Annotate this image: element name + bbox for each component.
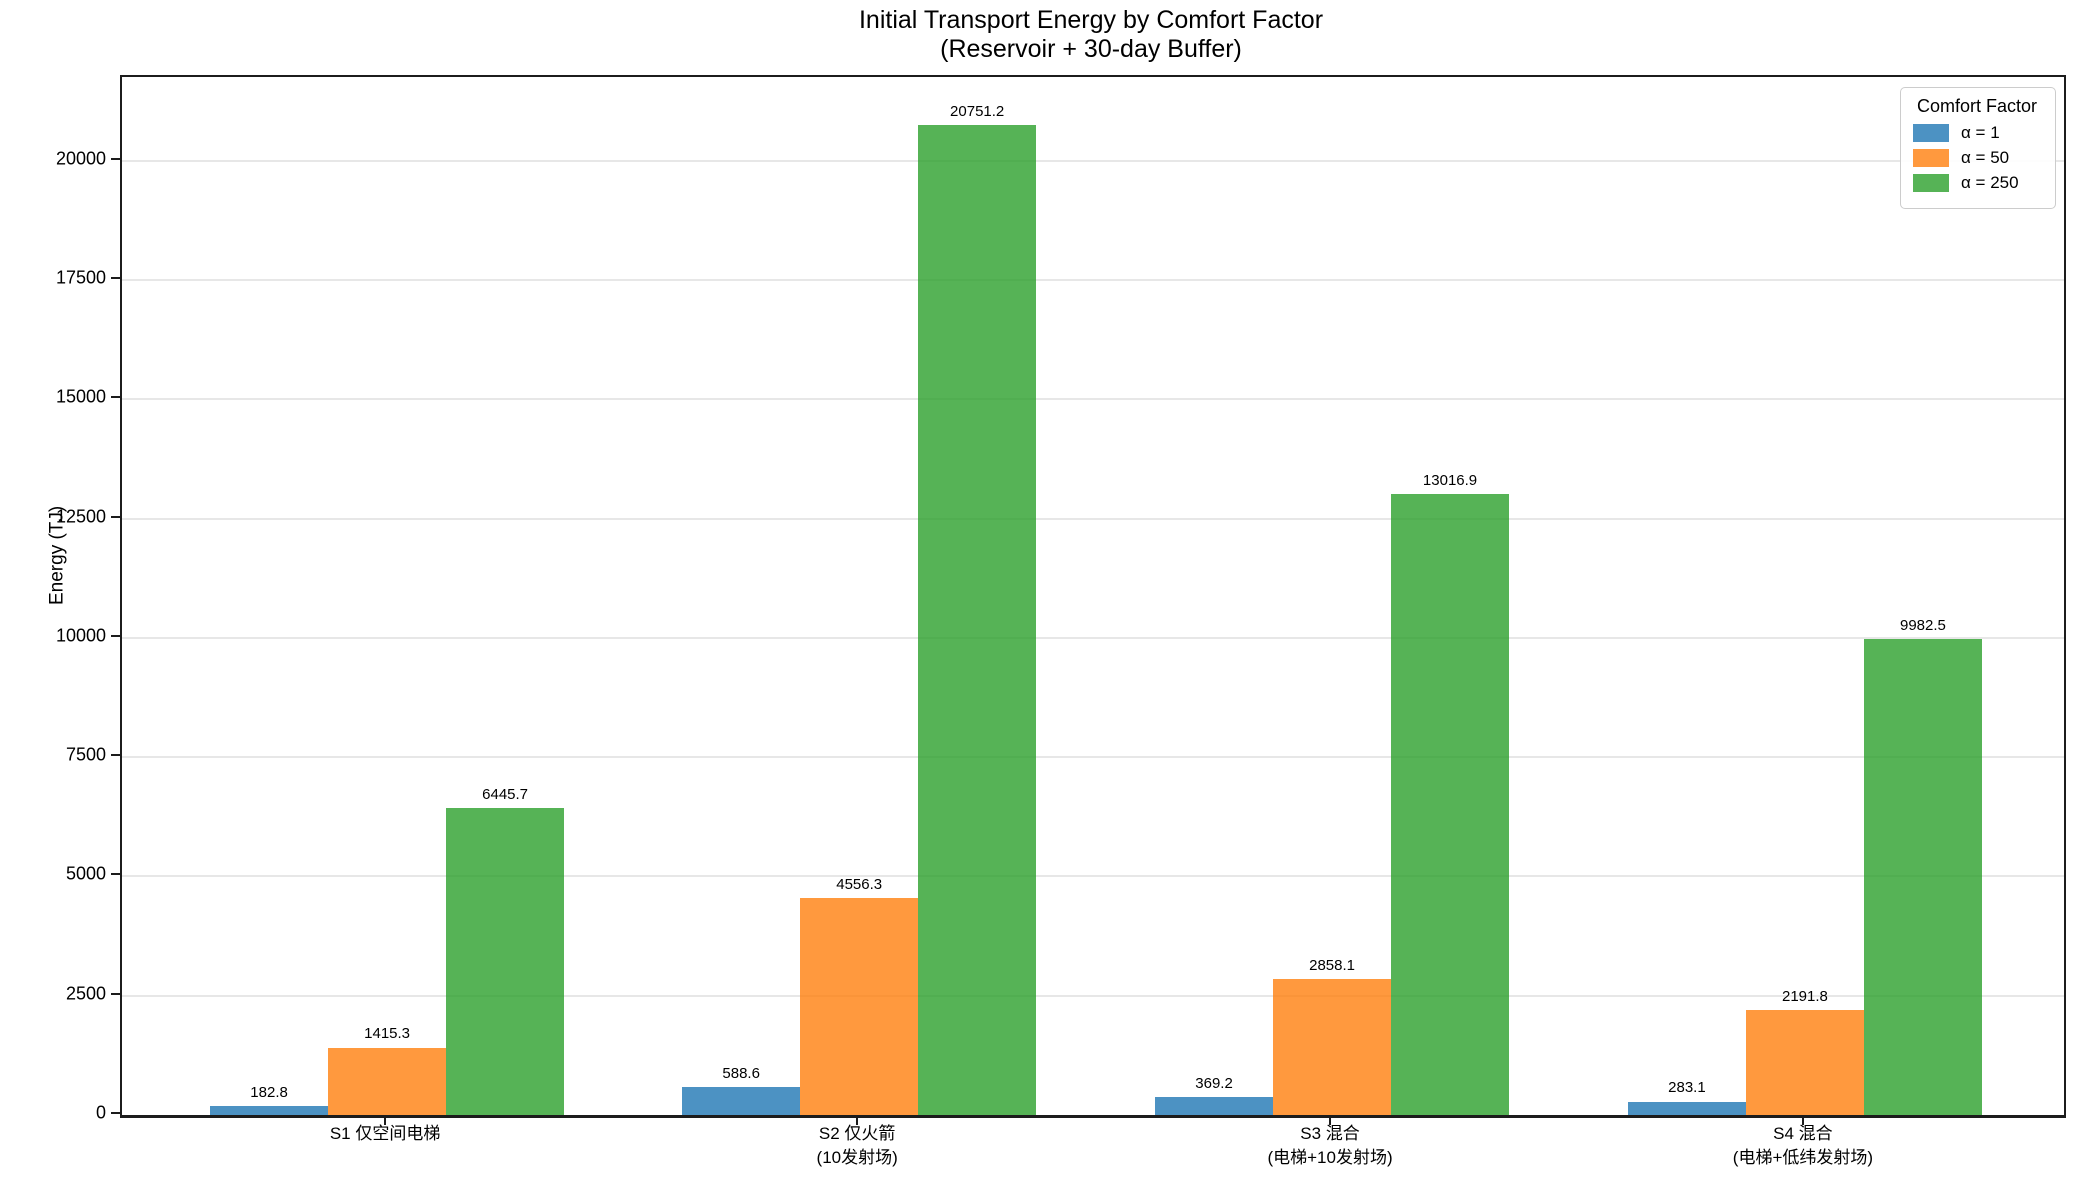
gridline: [122, 756, 2064, 759]
y-tick-label: 17500: [55, 267, 106, 288]
gridline: [122, 159, 2064, 162]
x-tick-mark: [1801, 1116, 1804, 1125]
x-category-line: (10发射场): [816, 1148, 898, 1167]
bar-α=250-cat4: [1863, 638, 1982, 1115]
y-tick-label: 2500: [65, 983, 106, 1004]
bar-α=50-cat2: [800, 897, 919, 1115]
legend-entry-label: α = 50: [1961, 148, 2010, 167]
x-tick-mark: [856, 1116, 859, 1125]
bar-value-label: 182.8: [250, 1084, 288, 1102]
bar-value-label: 20751.2: [950, 103, 1005, 121]
bar-value-label: 2858.1: [1309, 956, 1355, 974]
chart-title-line2: (Reservoir + 30-day Buffer): [940, 35, 1242, 63]
chart-title: Initial Transport Energy by Comfort Fact…: [120, 6, 2062, 64]
y-tick-label: 10000: [55, 625, 106, 646]
bar-value-label: 13016.9: [1422, 472, 1478, 490]
legend-entry: α = 1: [1913, 123, 2041, 143]
legend-swatch-icon: [1913, 149, 1949, 167]
bar-value-label: 588.6: [722, 1064, 760, 1082]
bar-α=1-cat2: [682, 1086, 801, 1115]
x-tick-mark: [384, 1116, 387, 1125]
x-category-label: S1 仅空间电梯: [330, 1122, 441, 1146]
y-tick-mark: [111, 754, 120, 757]
x-category-line: (电梯+10发射场): [1267, 1148, 1393, 1167]
bar-value-label: 1415.3: [364, 1025, 411, 1043]
bar-value-label: 4556.3: [836, 875, 883, 893]
y-tick-mark: [111, 157, 120, 160]
gridline: [122, 517, 2064, 520]
plot-area: Comfort Factor α = 1 α = 50 α = 250 182.8 5…: [120, 75, 2066, 1118]
x-category-label: S2 仅火箭 (10发射场): [817, 1122, 898, 1170]
x-category-line: S2 仅火箭: [818, 1124, 896, 1143]
legend-entry: α = 50: [1913, 148, 2041, 168]
legend-entry-label: α = 1: [1961, 123, 2000, 142]
gridline: [122, 875, 2064, 878]
bar-value-label: 283.1: [1668, 1079, 1706, 1097]
x-category-line: S3 混合: [1300, 1124, 1360, 1143]
x-tick-mark: [1329, 1116, 1332, 1125]
y-tick-mark: [111, 634, 120, 637]
x-category-label: S4 混合 (电梯+低纬发射场): [1733, 1122, 1873, 1170]
y-tick-label: 20000: [55, 148, 106, 169]
legend: Comfort Factor α = 1 α = 50 α = 250: [1900, 87, 2056, 209]
bar-α=1-cat3: [1155, 1097, 1274, 1115]
y-tick-label: 15000: [55, 386, 106, 407]
x-category-line: S4 混合: [1773, 1124, 1833, 1143]
legend-swatch-icon: [1913, 124, 1949, 142]
bar-α=1-cat1: [210, 1106, 329, 1115]
y-tick-mark: [111, 277, 120, 280]
bar-α=50-cat4: [1745, 1010, 1864, 1115]
chart-title-line1: Initial Transport Energy by Comfort Fact…: [858, 6, 1324, 34]
y-tick-label: 0: [95, 1102, 106, 1123]
x-category-label: S3 混合 (电梯+10发射场): [1267, 1122, 1392, 1170]
gridline: [122, 636, 2064, 639]
bar-α=250-cat2: [918, 125, 1037, 1115]
y-tick-mark: [111, 515, 120, 518]
legend-entries: α = 1 α = 50 α = 250: [1913, 123, 2041, 193]
gridline: [122, 398, 2064, 401]
x-category-line: (电梯+低纬发射场): [1732, 1148, 1874, 1167]
y-tick-label: 5000: [65, 863, 106, 884]
bar-value-label: 6445.7: [482, 785, 529, 803]
legend-entry-label: α = 250: [1961, 173, 2019, 192]
bar-value-label: 9982.5: [1899, 616, 1946, 634]
bar-α=50-cat3: [1273, 978, 1392, 1115]
y-tick-label: 12500: [55, 506, 106, 527]
y-tick-mark: [111, 396, 120, 399]
x-category-line: S1 仅空间电梯: [329, 1124, 441, 1143]
legend-entry: α = 250: [1913, 173, 2041, 193]
y-tick-label: 7500: [65, 744, 106, 765]
legend-swatch-icon: [1913, 174, 1949, 192]
gridline: [122, 994, 2064, 997]
bar-α=250-cat1: [446, 807, 565, 1115]
bar-value-label: 369.2: [1195, 1075, 1233, 1093]
bar-α=50-cat1: [328, 1047, 447, 1115]
y-tick-mark: [111, 873, 120, 876]
y-tick-mark: [111, 1112, 120, 1114]
bar-α=1-cat4: [1627, 1101, 1746, 1115]
y-tick-mark: [111, 992, 120, 995]
legend-title: Comfort Factor: [1916, 96, 2038, 116]
bar-value-label: 2191.8: [1781, 988, 1828, 1006]
bar-α=250-cat3: [1391, 494, 1510, 1115]
gridline: [122, 279, 2064, 282]
